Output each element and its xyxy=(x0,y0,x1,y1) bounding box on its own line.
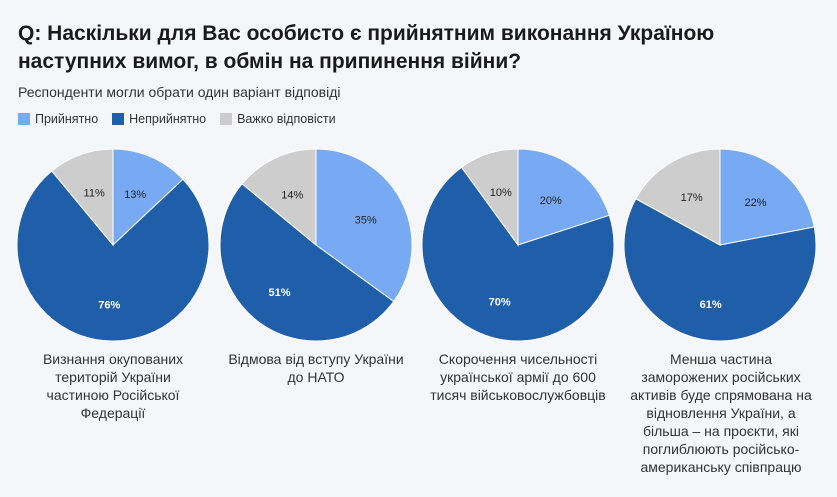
chart-title: Q: Наскільки для Вас особисто є прийнятн… xyxy=(18,22,715,73)
legend-swatch xyxy=(112,113,125,125)
slice-data-label: 20% xyxy=(540,195,562,207)
slice-hard-to-say[interactable] xyxy=(51,148,114,247)
slice-data-label: 11% xyxy=(84,188,105,200)
slice-data-label: 14% xyxy=(281,190,303,202)
legend-label: Важко відповісти xyxy=(237,112,336,126)
legend: Прийнятно Неприйнятно Важко відповісти xyxy=(18,112,336,126)
pie-caption: Визнання окупованих територій України ча… xyxy=(42,351,184,421)
pie-caption: Менша частина заморожених російських акт… xyxy=(630,351,812,475)
legend-label: Неприйнятно xyxy=(129,112,207,126)
slice-data-label: 17% xyxy=(681,192,703,204)
chart-subtitle: Респонденти могли обрати один варіант ві… xyxy=(18,84,341,100)
slice-data-label: 76% xyxy=(98,299,120,311)
slice-data-label: 61% xyxy=(700,299,722,311)
slice-unacceptable[interactable] xyxy=(421,166,615,342)
slice-data-label: 10% xyxy=(490,187,512,199)
slice-hard-to-say[interactable] xyxy=(635,148,721,246)
pie-caption: Скорочення чисельності української армії… xyxy=(430,351,606,403)
slice-data-label: 13% xyxy=(124,189,146,201)
slice-data-label: 35% xyxy=(355,215,377,227)
slice-acceptable[interactable] xyxy=(517,148,610,246)
legend-swatch xyxy=(18,113,30,125)
legend-swatch xyxy=(220,113,233,125)
slice-acceptable[interactable] xyxy=(112,148,184,247)
slice-unacceptable[interactable] xyxy=(623,198,817,342)
legend-label: Прийнятно xyxy=(35,112,99,126)
slice-data-label: 70% xyxy=(489,297,511,309)
legend-item-hard-to-say[interactable]: Важко відповісти xyxy=(220,112,336,126)
slice-data-label: 51% xyxy=(269,287,291,299)
slice-unacceptable[interactable] xyxy=(219,183,395,342)
slice-acceptable[interactable] xyxy=(315,148,413,303)
legend-item-acceptable[interactable]: Прийнятно xyxy=(18,112,98,126)
pie-caption: Відмова від вступу України до НАТО xyxy=(228,351,404,385)
slice-hard-to-say[interactable] xyxy=(241,148,317,247)
slice-unacceptable[interactable] xyxy=(16,170,210,342)
slice-hard-to-say[interactable] xyxy=(460,148,519,247)
legend-item-unacceptable[interactable]: Неприйнятно xyxy=(112,112,206,126)
slice-acceptable[interactable] xyxy=(719,148,815,246)
slice-data-label: 22% xyxy=(744,197,766,209)
